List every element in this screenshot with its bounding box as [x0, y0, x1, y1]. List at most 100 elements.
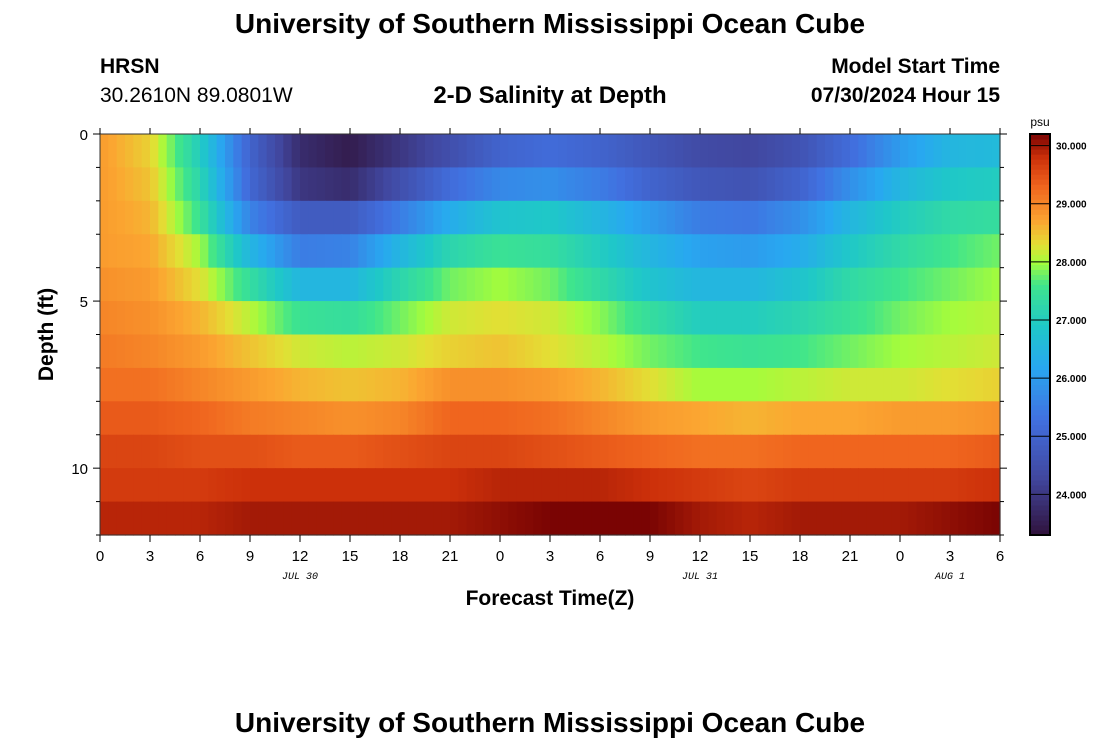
heatmap-cell: [358, 167, 368, 202]
heatmap-cell: [391, 134, 401, 169]
heatmap-cell: [358, 234, 368, 269]
heatmap-cell: [491, 267, 501, 302]
heatmap-cell: [966, 468, 976, 503]
heatmap-cell: [433, 267, 443, 302]
heatmap-cell: [391, 200, 401, 235]
heatmap-cell: [533, 334, 543, 369]
heatmap-cell: [783, 367, 793, 402]
heatmap-cell: [350, 200, 359, 235]
heatmap-cell: [150, 401, 159, 436]
heatmap-cell: [800, 301, 809, 336]
heatmap-cell: [283, 167, 293, 202]
heatmap-cell: [633, 167, 643, 202]
heatmap-cell: [725, 301, 734, 336]
heatmap-cell: [300, 200, 309, 235]
heatmap-cell: [708, 301, 718, 336]
heatmap-cell: [300, 301, 309, 336]
heatmap-cell: [941, 367, 951, 402]
heatmap-cell: [366, 301, 376, 336]
heatmap-cell: [658, 434, 668, 469]
heatmap-cell: [291, 200, 301, 235]
heatmap-cell: [991, 301, 1001, 336]
heatmap-cell: [225, 234, 234, 269]
heatmap-cell: [891, 367, 901, 402]
heatmap-cell: [158, 468, 168, 503]
heatmap-cell: [241, 367, 251, 402]
heatmap-cell: [158, 134, 168, 169]
heatmap-cell: [250, 234, 259, 269]
heatmap-cell: [750, 468, 759, 503]
heatmap-cell: [350, 267, 359, 302]
colorbar-segment: [1030, 394, 1050, 401]
heatmap-cell: [433, 134, 443, 169]
heatmap-cell: [266, 200, 276, 235]
heatmap-cell: [366, 134, 376, 169]
heatmap-cell: [883, 401, 893, 436]
heatmap-cell: [383, 434, 393, 469]
heatmap-cell: [975, 234, 984, 269]
heatmap-cell: [525, 167, 534, 202]
colorbar-segment: [1030, 374, 1050, 381]
heatmap-cell: [575, 334, 584, 369]
heatmap-cell: [725, 167, 734, 202]
heatmap-cell: [591, 167, 601, 202]
colorbar-segment: [1030, 184, 1050, 190]
heatmap-cell: [416, 434, 426, 469]
heatmap-cell: [358, 401, 368, 436]
heatmap-cell: [991, 434, 1001, 469]
heatmap-cell: [608, 200, 618, 235]
heatmap-cell: [616, 200, 626, 235]
heatmap-cell: [700, 334, 709, 369]
heatmap-cell: [266, 434, 276, 469]
heatmap-cell: [191, 267, 201, 302]
heatmap-cell: [658, 468, 668, 503]
heatmap-cell: [891, 200, 901, 235]
heatmap-cell: [366, 468, 376, 503]
heatmap-cell: [750, 267, 759, 302]
heatmap-cell: [100, 267, 109, 302]
heatmap-cell: [975, 401, 984, 436]
heatmap-cell: [691, 134, 701, 169]
heatmap-cell: [666, 501, 676, 536]
colorbar-tick-label: 30.000: [1056, 142, 1087, 153]
heatmap-cell: [450, 234, 459, 269]
heatmap-cell: [750, 200, 759, 235]
heatmap-cell: [241, 200, 251, 235]
heatmap-cell: [391, 301, 401, 336]
heatmap-cell: [466, 167, 476, 202]
heatmap-cell: [916, 367, 926, 402]
heatmap-cell: [300, 367, 309, 402]
heatmap-cell: [841, 200, 851, 235]
heatmap-cell: [333, 401, 343, 436]
colorbar-segment: [1030, 404, 1050, 411]
heatmap-cell: [408, 468, 418, 503]
heatmap-cell: [850, 301, 859, 336]
heatmap-cell: [925, 134, 934, 169]
heatmap-cell: [733, 334, 743, 369]
heatmap-cell: [283, 267, 293, 302]
heatmap-cell: [516, 134, 526, 169]
heatmap-cell: [516, 234, 526, 269]
heatmap-cell: [875, 501, 884, 536]
heatmap-cell: [858, 367, 868, 402]
heatmap-cell: [625, 434, 634, 469]
heatmap-cell: [883, 267, 893, 302]
heatmap-cell: [900, 401, 909, 436]
heatmap-cell: [583, 267, 593, 302]
heatmap-cell: [700, 468, 709, 503]
colorbar-segment: [1030, 229, 1050, 235]
heatmap-cell: [350, 167, 359, 202]
heatmap-cell: [983, 200, 993, 235]
heatmap-cell: [508, 301, 518, 336]
heatmap-cell: [750, 501, 759, 536]
heatmap-cell: [733, 200, 743, 235]
heatmap-cell: [100, 401, 109, 436]
x-tick-label: 9: [646, 548, 654, 565]
heatmap-cell: [183, 434, 193, 469]
heatmap-cell: [675, 367, 684, 402]
heatmap-cell: [225, 401, 234, 436]
heatmap-cell: [833, 267, 843, 302]
heatmap-cell: [991, 200, 1001, 235]
heatmap-cell: [958, 401, 968, 436]
colorbar-segment: [1030, 369, 1050, 376]
